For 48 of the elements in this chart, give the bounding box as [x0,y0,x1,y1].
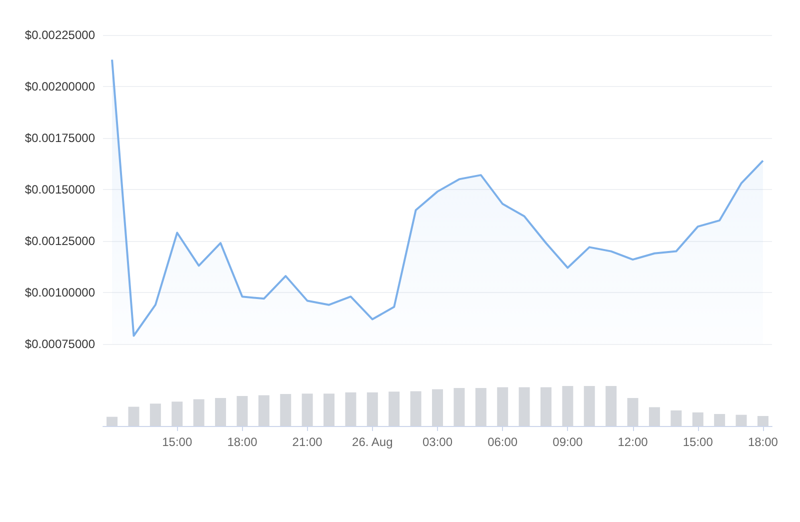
bar [692,412,704,426]
x-tick-label: 09:00 [552,435,584,449]
bar [757,416,768,426]
bar [345,392,356,426]
y-tick-label: $0.00150000 [24,182,96,196]
bar [562,386,574,426]
bar [236,396,248,426]
bar [302,394,313,426]
x-tick-label: 06:00 [488,435,518,449]
x-tick-label: 26. Aug [352,435,393,449]
bar [627,398,638,426]
y-tick-label: $0.00075000 [24,337,96,351]
y-tick-label: $0.00225000 [24,28,96,42]
bar [475,388,486,426]
bar [454,388,465,426]
x-tick-label: 18:00 [227,435,258,449]
bar [584,386,595,426]
bar [128,406,140,426]
x-tick-label: 15:00 [162,435,192,449]
bar [172,402,183,426]
bar [497,387,508,426]
bar [280,394,292,426]
x-tick-label: 12:00 [618,435,648,449]
y-tick-label: $0.00125000 [24,234,96,248]
bar [150,404,161,426]
y-tick-label: $0.00200000 [24,80,96,94]
bar [670,410,682,426]
bar [324,394,335,426]
bar [215,398,226,426]
bar [736,414,747,426]
bar [388,392,400,426]
y-tick-label: $0.00100000 [24,286,96,300]
bar [366,392,378,426]
bar [432,389,443,426]
bar [648,407,660,426]
bar [714,414,726,426]
x-tick-label: 21:00 [292,435,323,449]
x-tick-label: 15:00 [682,435,714,449]
bar [258,395,270,426]
x-tick-label: 18:00 [748,435,778,449]
bar [540,387,552,426]
bar [106,416,118,426]
bar [410,391,422,426]
bar [193,399,204,426]
bar [518,387,530,426]
x-tick-label: 03:00 [422,435,453,449]
bar [606,386,617,426]
y-tick-label: $0.00175000 [24,131,96,145]
